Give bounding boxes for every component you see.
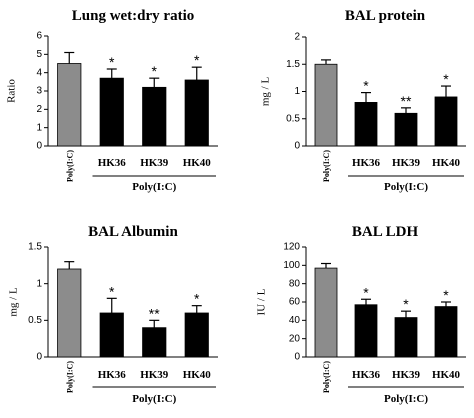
- bar: [57, 268, 82, 358]
- bar: [354, 102, 378, 147]
- y-tick-label: 3: [36, 86, 42, 97]
- bar: [184, 312, 209, 358]
- significance-marker: *: [443, 71, 449, 87]
- y-tick-label: 0: [294, 141, 300, 152]
- x-tick-label: Poly(I:C): [65, 361, 74, 393]
- significance-marker: **: [401, 93, 412, 109]
- y-tick-label: 0.5: [28, 315, 42, 326]
- bar: [354, 304, 378, 358]
- bar: [394, 317, 418, 358]
- bar: [434, 306, 458, 358]
- x-tick-label: Poly(I:C): [65, 150, 74, 182]
- y-axis-label: mg / L: [260, 77, 272, 107]
- x-tick-label: HK39: [140, 369, 169, 381]
- x-tick-label: HK40: [432, 157, 461, 169]
- y-tick-label: 0.5: [286, 113, 300, 124]
- x-tick-label: HK36: [98, 369, 127, 381]
- significance-marker: *: [109, 283, 115, 299]
- chart-title: BAL protein: [345, 8, 426, 24]
- bar: [184, 79, 209, 147]
- y-tick-label: 120: [283, 242, 300, 253]
- significance-marker: *: [194, 52, 200, 68]
- y-tick-label: 4: [36, 67, 42, 78]
- bar: [434, 96, 458, 147]
- y-tick-label: 2: [294, 32, 300, 43]
- x-tick-label: HK39: [140, 157, 169, 169]
- chart-panel-4: BAL LDH IU / L 0 20 40 60 80 100 120 Poly(I:C) * HK…: [256, 224, 466, 405]
- y-axis-label: mg / L: [8, 287, 20, 317]
- y-tick-label: 40: [289, 315, 301, 326]
- significance-marker: *: [109, 54, 115, 70]
- chart-title: Lung wet:dry ratio: [72, 8, 195, 24]
- bar: [57, 63, 82, 147]
- y-axis-label: Ratio: [6, 79, 18, 103]
- x-tick-label: HK40: [432, 369, 461, 381]
- x-tick-label: Poly(I:C): [322, 361, 331, 393]
- significance-marker: *: [363, 284, 369, 300]
- x-tick-label: Poly(I:C): [322, 150, 331, 182]
- group-label: Poly(I:C): [384, 181, 428, 193]
- bar: [142, 327, 167, 358]
- y-tick-label: 0: [294, 352, 300, 363]
- bar: [394, 112, 418, 147]
- group-label: Poly(I:C): [384, 393, 428, 405]
- y-tick-label: 0: [36, 352, 42, 363]
- y-tick-label: 2: [36, 104, 42, 115]
- x-tick-label: HK39: [392, 157, 421, 169]
- y-axis-label: IU / L: [256, 288, 268, 315]
- chart-panel-1: Lung wet:dry ratio Ratio 0 1 2 3 4 5 6 Poly(I:C) *…: [6, 8, 218, 193]
- y-tick-label: 1: [294, 86, 300, 97]
- significance-marker: *: [403, 296, 409, 312]
- bar: [99, 312, 124, 358]
- significance-marker: *: [152, 63, 158, 79]
- x-tick-label: HK36: [352, 369, 381, 381]
- x-tick-label: HK40: [183, 369, 212, 381]
- y-tick-label: 100: [283, 260, 300, 271]
- x-tick-label: HK36: [352, 157, 381, 169]
- chart-title: BAL Albumin: [88, 224, 178, 240]
- bar: [314, 63, 338, 147]
- significance-marker: *: [194, 291, 200, 307]
- chart-title: BAL LDH: [352, 224, 419, 240]
- chart-panel-2: BAL protein mg / L 0 0.5 1 1.5 2 Poly(I:C) * HK36…: [260, 8, 466, 193]
- significance-marker: **: [149, 305, 160, 321]
- bar: [99, 77, 124, 147]
- y-tick-label: 1.5: [286, 59, 300, 70]
- y-tick-label: 60: [289, 297, 301, 308]
- bar: [314, 267, 338, 358]
- y-tick-label: 1: [36, 122, 42, 133]
- chart-panel-3: BAL Albumin mg / L 0 0.5 1 1.5 Poly(I:C) * HK36 *…: [8, 224, 218, 405]
- y-tick-label: 80: [289, 278, 301, 289]
- significance-marker: *: [363, 78, 369, 94]
- y-tick-label: 5: [36, 49, 42, 60]
- group-label: Poly(I:C): [132, 393, 176, 405]
- y-tick-label: 1: [36, 278, 42, 289]
- x-tick-label: HK36: [98, 157, 127, 169]
- y-tick-label: 0: [36, 141, 42, 152]
- y-tick-label: 1.5: [28, 242, 42, 253]
- y-tick-label: 6: [36, 31, 42, 42]
- significance-marker: *: [443, 287, 449, 303]
- x-tick-label: HK40: [183, 157, 212, 169]
- y-tick-label: 20: [289, 333, 301, 344]
- bar: [142, 86, 167, 147]
- group-label: Poly(I:C): [132, 181, 176, 193]
- x-tick-label: HK39: [392, 369, 421, 381]
